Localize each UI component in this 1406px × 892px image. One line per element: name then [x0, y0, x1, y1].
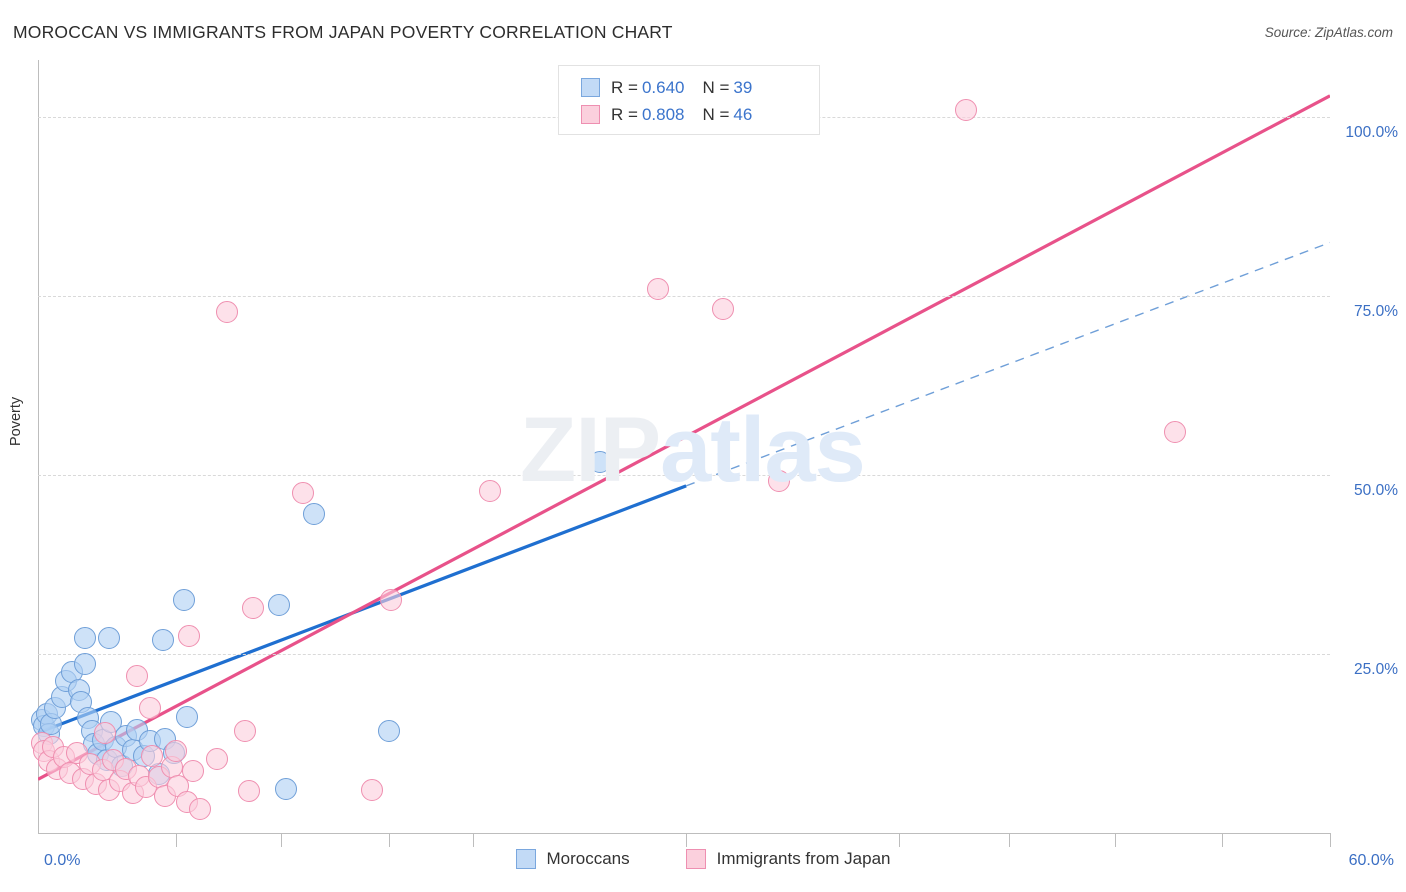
legend-n-label-blue: N =	[702, 77, 730, 97]
data-point-blue[interactable]	[302, 503, 325, 526]
scatter-plot-area	[31, 60, 1331, 847]
x-axis-tick	[1114, 833, 1116, 847]
data-point-pink[interactable]	[205, 747, 228, 770]
legend-r-label-blue: R =	[611, 77, 638, 97]
legend-n-label-pink: N =	[702, 104, 730, 124]
page-title: MOROCCAN VS IMMIGRANTS FROM JAPAN POVERT…	[13, 22, 673, 42]
data-point-pink[interactable]	[126, 664, 149, 687]
data-point-pink[interactable]	[238, 780, 261, 803]
y-axis-label: Poverty	[8, 396, 24, 446]
x-axis-tick	[899, 833, 901, 847]
trendline-pink	[38, 94, 1330, 781]
data-point-pink[interactable]	[242, 596, 265, 619]
x-axis-tick	[1009, 833, 1011, 847]
x-axis-max-label: 60.0%	[1348, 852, 1394, 869]
y-axis-tick-label: 75.0%	[1354, 303, 1398, 321]
data-point-pink[interactable]	[141, 744, 164, 767]
gridline-y	[38, 475, 1330, 477]
y-axis-tick-label: 100.0%	[1345, 124, 1398, 142]
data-point-pink[interactable]	[955, 99, 978, 122]
x-axis-tick	[1330, 833, 1331, 847]
data-point-pink[interactable]	[93, 721, 116, 744]
legend-item-japan[interactable]: Immigrants from Japan	[685, 849, 891, 869]
data-point-blue[interactable]	[175, 706, 198, 729]
x-axis-tick	[472, 833, 474, 847]
legend-marker-blue-icon	[515, 849, 536, 869]
data-point-pink[interactable]	[380, 589, 403, 612]
data-point-blue[interactable]	[74, 653, 97, 676]
data-point-pink[interactable]	[164, 740, 187, 763]
data-point-pink[interactable]	[1163, 421, 1186, 444]
data-point-blue[interactable]	[98, 626, 121, 649]
legend-row-moroccans: R = 0.640 N = 39	[581, 74, 819, 101]
y-axis-tick-label: 25.0%	[1354, 661, 1398, 679]
source-attribution: Source: ZipAtlas.com	[1264, 25, 1393, 40]
data-point-pink[interactable]	[767, 469, 790, 492]
legend-r-label-pink: R =	[611, 104, 638, 124]
data-point-pink[interactable]	[360, 779, 383, 802]
data-point-pink[interactable]	[291, 482, 314, 505]
x-axis-tick	[1222, 833, 1224, 847]
data-point-pink[interactable]	[233, 720, 256, 743]
legend-item-moroccans[interactable]: Moroccans	[515, 849, 630, 869]
data-point-blue[interactable]	[589, 451, 612, 474]
data-point-pink[interactable]	[479, 479, 502, 502]
data-point-pink[interactable]	[177, 625, 200, 648]
x-axis-min-label: 0.0%	[44, 852, 81, 869]
data-point-blue[interactable]	[151, 628, 174, 651]
data-point-pink[interactable]	[711, 298, 734, 321]
legend-r-value-blue: 0.640	[641, 77, 685, 97]
data-point-pink[interactable]	[138, 696, 161, 719]
legend-n-value-pink: 46	[733, 104, 753, 124]
x-axis-tick	[388, 833, 390, 847]
x-axis-tick	[686, 833, 688, 847]
data-point-blue[interactable]	[173, 589, 196, 612]
trendlines-layer	[38, 94, 1330, 781]
legend-marker-pink-icon	[685, 849, 706, 869]
data-point-blue[interactable]	[268, 594, 291, 617]
gridline-y	[38, 654, 1330, 656]
data-point-pink[interactable]	[647, 278, 670, 301]
x-axis-tick	[175, 833, 177, 847]
data-point-pink[interactable]	[188, 797, 211, 820]
legend-label-moroccans: Moroccans	[546, 849, 630, 868]
correlation-legend: R = 0.640 N = 39 R = 0.808 N = 46	[558, 65, 820, 135]
legend-n-value-blue: 39	[733, 77, 753, 97]
legend-label-japan: Immigrants from Japan	[716, 849, 891, 868]
legend-swatch-blue-icon	[581, 78, 600, 97]
data-point-pink[interactable]	[216, 300, 239, 323]
legend-row-japan: R = 0.808 N = 46	[581, 101, 819, 128]
trendline-blue-dashed	[685, 241, 1330, 487]
x-axis-line	[38, 833, 1330, 834]
data-point-blue[interactable]	[274, 777, 297, 800]
series-legend: Moroccans Immigrants from Japan	[0, 849, 1406, 869]
y-axis-tick-label: 50.0%	[1354, 482, 1398, 500]
legend-r-value-pink: 0.808	[641, 104, 685, 124]
x-axis-tick	[281, 833, 283, 847]
legend-swatch-pink-icon	[581, 105, 600, 124]
gridline-y	[38, 296, 1330, 298]
data-point-blue[interactable]	[377, 719, 400, 742]
y-axis-line	[38, 60, 39, 833]
data-point-blue[interactable]	[74, 627, 97, 650]
data-point-pink[interactable]	[182, 760, 205, 783]
